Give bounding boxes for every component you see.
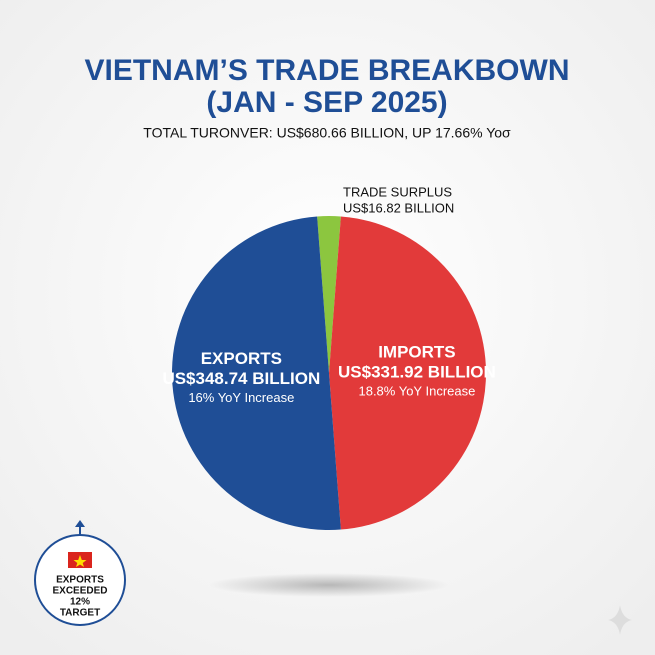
slice-label: IMPORTS	[378, 342, 455, 361]
pie-slice	[329, 216, 486, 530]
badge-text: TARGET	[60, 608, 100, 619]
pie-slice	[172, 216, 341, 530]
badge-text: 12%	[70, 597, 90, 608]
pie-slice	[317, 215, 341, 373]
shadow	[209, 573, 449, 597]
slice-sublabel: 16% YoY Increase	[188, 390, 294, 405]
badge-text: EXCEEDED	[52, 586, 107, 597]
slice-value: US$16.82 BILLION	[343, 200, 454, 215]
slice-label: EXPORTS	[201, 349, 282, 368]
chart-title: VIETNAM’S TRADE BREAKBOWN	[85, 54, 570, 87]
flag-star	[73, 555, 87, 567]
badge-text: EXPORTS	[56, 575, 104, 586]
slice-value: US$331.92 BILLION	[338, 362, 496, 381]
slice-value: US$348.74 BILLION	[162, 369, 320, 388]
sparkle	[608, 605, 632, 635]
badge-arrowhead	[75, 520, 85, 527]
slice-label: TRADE SURPLUS	[343, 184, 452, 199]
chart-subtitle: TOTAL TURONVER: US$680.66 BILLION, UP 17…	[143, 125, 511, 141]
slice-sublabel: 18.8% YoY Increase	[358, 383, 475, 398]
chart-title-line2: (JAN - SEP 2025)	[206, 86, 447, 119]
